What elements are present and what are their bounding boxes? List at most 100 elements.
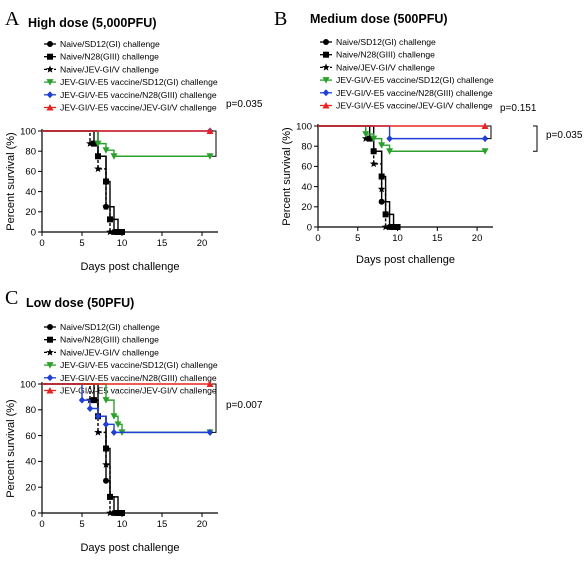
x-tick-label: 0 — [315, 233, 320, 244]
y-tick-label: 0 — [307, 222, 312, 233]
legend-label: Naive/SD12(GI) challenge — [60, 39, 160, 49]
panel-letter: A — [5, 8, 20, 30]
panel-title: Medium dose (500PFU) — [310, 12, 448, 26]
legend-marker — [47, 41, 53, 47]
data-point — [102, 460, 110, 468]
x-tick-label: 10 — [117, 519, 128, 530]
y-tick-label: 20 — [301, 202, 312, 213]
legend-label: Naive/JEV-GI/V challenge — [60, 347, 159, 357]
data-point — [94, 164, 102, 173]
data-point — [385, 223, 394, 231]
data-point — [91, 397, 97, 404]
legend-label: Naive/N28(GIII) challenge — [60, 52, 159, 62]
data-point — [94, 412, 102, 420]
y-tick-label: 100 — [20, 379, 36, 390]
legend-label: Naive/JEV-GI/V challenge — [336, 62, 435, 72]
data-point — [481, 148, 489, 155]
legend-label: JEV-GI/V-E5 vaccine/JEV-GI/V challenge — [60, 103, 217, 113]
data-point — [114, 421, 122, 428]
x-tick-label: 5 — [79, 519, 84, 530]
x-tick-label: 0 — [39, 238, 44, 249]
pvalue-bracket — [487, 125, 492, 140]
data-point — [206, 127, 214, 134]
data-point — [378, 198, 385, 205]
legend-marker — [46, 65, 54, 73]
legend-label: Naive/N28(GIII) challenge — [60, 335, 159, 345]
y-axis-label: Percent survival (%) — [5, 132, 17, 230]
legend-label: JEV-GI/V-E5 vaccine/JEV-GI/V challenge — [336, 101, 493, 111]
data-point — [94, 428, 102, 436]
data-point — [106, 228, 114, 236]
data-point — [91, 140, 97, 147]
y-tick-label: 0 — [31, 508, 36, 519]
survival-curve — [318, 125, 486, 152]
y-tick-label: 80 — [25, 405, 36, 416]
legend-label: Naive/SD12(GI) challenge — [336, 37, 436, 47]
y-tick-label: 100 — [20, 126, 36, 137]
data-point — [115, 510, 121, 516]
data-point — [103, 178, 109, 185]
data-point — [78, 396, 86, 404]
x-tick-label: 0 — [39, 519, 44, 530]
data-point — [110, 228, 118, 236]
data-point — [481, 135, 489, 143]
y-tick-label: 20 — [25, 483, 36, 494]
legend-marker — [322, 89, 330, 97]
legend-label: Naive/SD12(GI) challenge — [60, 322, 160, 332]
legend-label: JEV-GI/V-E5 vaccine/SD12(GI) challenge — [60, 77, 218, 87]
data-point — [110, 413, 118, 420]
data-point — [110, 428, 118, 436]
data-point — [381, 223, 390, 231]
y-tick-label: 80 — [301, 142, 312, 153]
legend-label: JEV-GI/V-E5 vaccine/N28(GIII) challenge — [60, 90, 217, 100]
y-tick-label: 80 — [25, 147, 36, 158]
survival-curve — [42, 130, 210, 157]
data-point — [362, 131, 370, 138]
y-tick-label: 60 — [25, 167, 36, 178]
data-point — [102, 397, 110, 404]
legend-marker — [47, 324, 53, 330]
data-point — [86, 405, 94, 413]
data-point — [206, 428, 214, 436]
data-point — [115, 229, 121, 235]
data-point — [361, 134, 370, 142]
legend-marker — [46, 362, 54, 369]
x-tick-label: 20 — [472, 233, 483, 244]
x-axis-label: Days post challenge — [356, 254, 455, 266]
pvalue-bracket — [533, 125, 538, 152]
data-point — [481, 122, 489, 129]
legend-label: JEV-GI/V-E5 vaccine/SD12(GI) challenge — [60, 360, 218, 370]
legend-marker — [46, 79, 54, 86]
survival-curve — [318, 125, 390, 228]
data-point — [394, 224, 401, 230]
data-point — [386, 148, 394, 155]
data-point — [119, 510, 125, 516]
panel-a-chart: A High dose (5,000PFU) Naive/SD12(GI) chal… — [5, 8, 263, 273]
x-tick-label: 20 — [197, 519, 208, 530]
data-point — [102, 420, 110, 428]
legend-marker — [46, 91, 54, 99]
x-axis-label: Days post challenge — [80, 261, 179, 273]
data-point — [206, 380, 214, 387]
pvalue-label: p=0.035 — [546, 130, 583, 141]
x-tick-label: 10 — [392, 233, 403, 244]
legend-marker — [47, 53, 53, 60]
y-tick-label: 40 — [25, 457, 36, 468]
x-tick-label: 15 — [157, 238, 168, 249]
data-point — [110, 509, 118, 517]
x-tick-label: 20 — [197, 238, 208, 249]
panel-title: Low dose (50PFU) — [26, 296, 134, 310]
data-point — [103, 445, 109, 452]
pvalue-label: p=0.151 — [500, 103, 537, 114]
x-tick-label: 15 — [157, 519, 168, 530]
legend-marker — [322, 102, 330, 109]
panel-b-chart: B Medium dose (500PFU) Naive/SD12(GI) chal… — [274, 8, 583, 266]
data-point — [86, 139, 94, 147]
panel-letter: B — [274, 8, 287, 30]
legend-marker — [46, 387, 54, 394]
survival-curve — [42, 383, 114, 514]
data-point — [390, 224, 397, 230]
pvalue-label: p=0.035 — [226, 99, 263, 110]
panel-c-chart: C Low dose (50PFU) Naive/SD12(GI) challeng… — [5, 287, 263, 554]
